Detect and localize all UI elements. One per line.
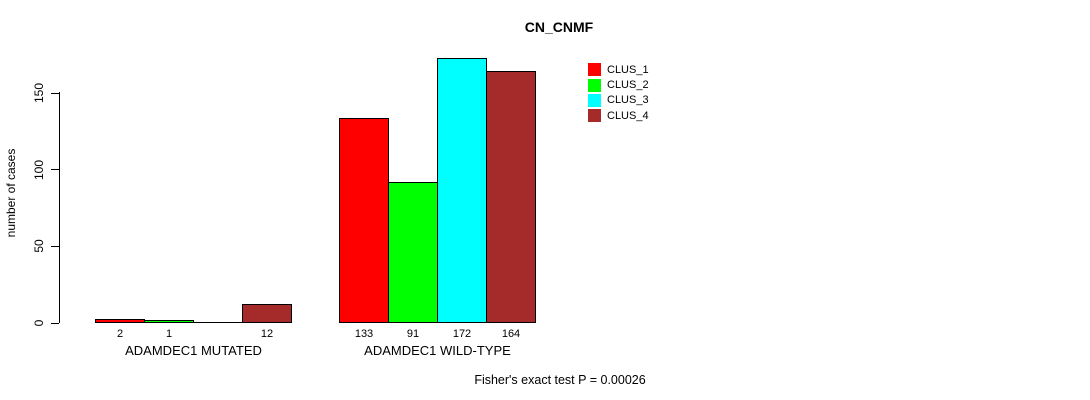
y-axis-tick-label-0: 0 bbox=[32, 319, 46, 327]
bar-clus_1-wild-type bbox=[339, 118, 389, 323]
legend-label-clus_3: CLUS_3 bbox=[607, 94, 649, 107]
legend-item-clus_4: CLUS_4 bbox=[588, 108, 649, 123]
y-axis-tick-label-100: 100 bbox=[32, 159, 46, 180]
bar-value-label-clus_1-mutated: 2 bbox=[116, 328, 124, 340]
y-axis-line bbox=[59, 92, 60, 323]
legend-label-clus_2: CLUS_2 bbox=[607, 79, 649, 92]
bar-clus_4-wild-type bbox=[486, 70, 536, 323]
bar-clus_2-wild-type bbox=[388, 182, 438, 323]
legend-item-clus_3: CLUS_3 bbox=[588, 93, 649, 108]
legend-swatch-clus_4 bbox=[588, 109, 601, 123]
group-label-mutated: ADAMDEC1 MUTATED bbox=[125, 343, 262, 358]
bar-clus_4-mutated bbox=[242, 303, 292, 323]
y-axis-tick-label-50: 50 bbox=[32, 239, 46, 254]
bar-clus_3-wild-type bbox=[437, 58, 487, 323]
legend-item-clus_1: CLUS_1 bbox=[588, 62, 649, 77]
bar-clus_2-mutated bbox=[144, 320, 194, 323]
chart-title: CN_CNMF bbox=[524, 19, 594, 35]
y-axis-tick-50 bbox=[51, 245, 59, 247]
bar-value-label-clus_3-wild-type: 172 bbox=[452, 328, 472, 340]
legend-swatch-clus_1 bbox=[588, 63, 601, 77]
bar-value-label-clus_2-wild-type: 91 bbox=[406, 328, 420, 340]
legend-label-clus_1: CLUS_1 bbox=[607, 63, 649, 76]
legend-item-clus_2: CLUS_2 bbox=[588, 77, 649, 92]
bar-clus_3-mutated bbox=[193, 322, 243, 323]
fisher-test-annotation: Fisher's exact test P = 0.00026 bbox=[474, 373, 646, 387]
y-axis-tick-label-150: 150 bbox=[32, 82, 46, 104]
group-label-wild-type: ADAMDEC1 WILD-TYPE bbox=[364, 343, 511, 358]
bar-value-label-clus_4-wild-type: 164 bbox=[501, 328, 521, 340]
bar-clus_1-mutated bbox=[95, 318, 145, 323]
bar-value-label-clus_4-mutated: 12 bbox=[260, 328, 274, 340]
y-axis-title: number of cases bbox=[4, 148, 18, 238]
legend-label-clus_4: CLUS_4 bbox=[607, 109, 649, 122]
y-axis-tick-150 bbox=[51, 92, 59, 94]
legend-swatch-clus_3 bbox=[588, 93, 601, 107]
bar-value-label-clus_1-wild-type: 133 bbox=[354, 328, 374, 340]
bar-value-label-clus_2-mutated: 1 bbox=[165, 328, 173, 340]
y-axis-tick-0 bbox=[51, 322, 59, 324]
legend-swatch-clus_2 bbox=[588, 78, 601, 92]
legend: CLUS_1 CLUS_2 CLUS_3 CLUS_4 bbox=[588, 62, 649, 124]
y-axis-tick-100 bbox=[51, 169, 59, 171]
